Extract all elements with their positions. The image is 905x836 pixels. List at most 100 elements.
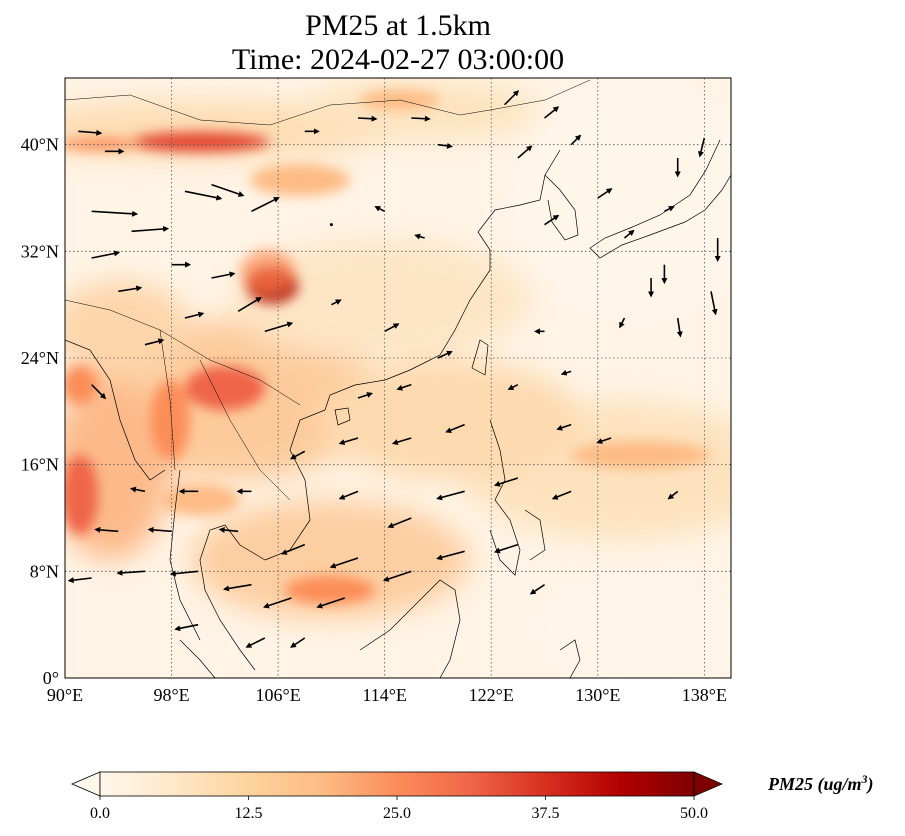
wind-arrow <box>623 229 635 239</box>
wind-arrow <box>223 583 252 592</box>
wind-arrow <box>169 570 199 577</box>
wind-arrow <box>211 271 236 279</box>
wind-arrow <box>414 233 425 240</box>
wind-arrow <box>358 115 378 122</box>
wind-arrow <box>570 134 582 146</box>
wind-arrow <box>251 197 280 213</box>
wind-arrow <box>445 423 465 433</box>
wind-arrow <box>437 350 453 359</box>
colorbar-label: PM25 (ug/m3) <box>768 772 874 794</box>
colorbar-gradient <box>100 772 694 796</box>
wind-arrow <box>384 323 400 333</box>
wind-arrow <box>129 486 146 493</box>
colorbar-tick-label: 12.5 <box>235 805 263 822</box>
lon-tick-label: 106°E <box>256 685 301 705</box>
wind-arrow <box>391 437 412 445</box>
colorbar-extend-max <box>693 771 724 797</box>
wind-arrow <box>619 317 626 329</box>
wind-arrow <box>78 129 103 136</box>
wind-arrow <box>667 490 679 500</box>
wind-arrow <box>329 223 333 227</box>
wind-arrow <box>91 210 139 217</box>
colorbar-tick-label: 25.0 <box>383 805 411 822</box>
wind-arrow <box>387 517 412 529</box>
wind-arrow <box>698 137 706 158</box>
lat-tick-label: 32°N <box>21 241 59 261</box>
wind-arrow <box>710 291 718 316</box>
lon-tick-label: 114°E <box>362 685 407 705</box>
wind-arrow <box>676 317 683 338</box>
wind-arrow <box>493 477 519 487</box>
pm25-field <box>65 78 731 678</box>
wind-arrow <box>264 321 294 333</box>
wind-arrow <box>316 597 345 609</box>
wind-arrow <box>91 384 107 400</box>
map-title: PM25 at 1.5km <box>305 9 491 42</box>
wind-arrow <box>91 250 121 259</box>
lon-tick-label: 130°E <box>575 685 620 705</box>
lat-tick-label: 24°N <box>21 348 59 368</box>
wind-arrow <box>503 90 520 106</box>
wind-arrow <box>664 206 675 213</box>
colorbar: 0.0 12.5 25.0 37.5 50.0 <box>70 771 724 822</box>
wind-arrow <box>290 637 306 648</box>
wind-arrow <box>529 584 545 595</box>
lon-tick-label: 98°E <box>153 685 189 705</box>
lat-tick-label: 8°N <box>30 561 59 581</box>
wind-arrow <box>493 543 519 554</box>
wind-arrow <box>436 550 465 561</box>
wind-arrow <box>184 190 223 201</box>
latitude-tick-labels: 0° 8°N 16°N 24°N 32°N 40°N <box>21 135 59 688</box>
wind-arrow <box>551 490 572 500</box>
wind-arrow <box>67 577 92 584</box>
lat-tick-label: 16°N <box>21 455 59 475</box>
wind-arrow <box>147 526 172 533</box>
wind-arrow <box>517 145 533 159</box>
wind-arrow <box>556 423 572 431</box>
wind-arrow <box>174 623 199 632</box>
colorbar-tick-label: 37.5 <box>532 805 560 822</box>
wind-arrow <box>374 206 386 213</box>
wind-arrow <box>144 338 165 346</box>
wind-arrow <box>507 383 519 390</box>
map-subtitle-time: Time: 2024-02-27 03:00:00 <box>231 43 565 76</box>
map-frame <box>64 77 732 679</box>
wind-arrow <box>357 392 373 399</box>
wind-arrow <box>544 106 560 119</box>
colorbar-tick-label: 50.0 <box>680 805 708 822</box>
wind-arrow <box>329 557 359 569</box>
wind-vectors <box>67 90 721 648</box>
wind-arrow <box>338 437 359 445</box>
wind-arrow <box>411 115 431 122</box>
wind-arrow <box>289 450 306 460</box>
wind-arrow <box>596 437 612 444</box>
wind-arrow <box>237 297 262 313</box>
wind-arrow <box>331 299 342 306</box>
lon-tick-label: 138°E <box>682 685 727 705</box>
wind-arrow <box>245 637 266 648</box>
lat-tick-label: 40°N <box>21 135 59 155</box>
wind-arrow <box>382 570 412 582</box>
colorbar-tick-label: 0.0 <box>90 805 110 822</box>
wind-arrow <box>437 142 453 149</box>
wind-arrow <box>263 597 292 609</box>
wind-arrow <box>560 369 572 376</box>
wind-arrow <box>118 285 143 293</box>
wind-arrow <box>280 543 306 555</box>
wind-arrow <box>436 490 465 501</box>
longitude-tick-labels: 90°E 98°E 106°E 114°E 122°E 130°E 138°E <box>47 685 727 705</box>
wind-arrow <box>338 490 359 500</box>
lon-tick-label: 90°E <box>47 685 83 705</box>
wind-arrow <box>211 183 245 197</box>
wind-arrow <box>94 526 119 533</box>
wind-arrow <box>396 383 412 391</box>
coastlines <box>65 79 731 678</box>
colorbar-extend-min <box>70 771 101 797</box>
lat-tick-label: 0° <box>43 668 59 688</box>
wind-arrow <box>544 214 560 226</box>
wind-arrow <box>116 569 145 576</box>
wind-arrow <box>218 526 239 533</box>
wind-arrow <box>131 225 170 233</box>
wind-arrow <box>184 311 205 319</box>
